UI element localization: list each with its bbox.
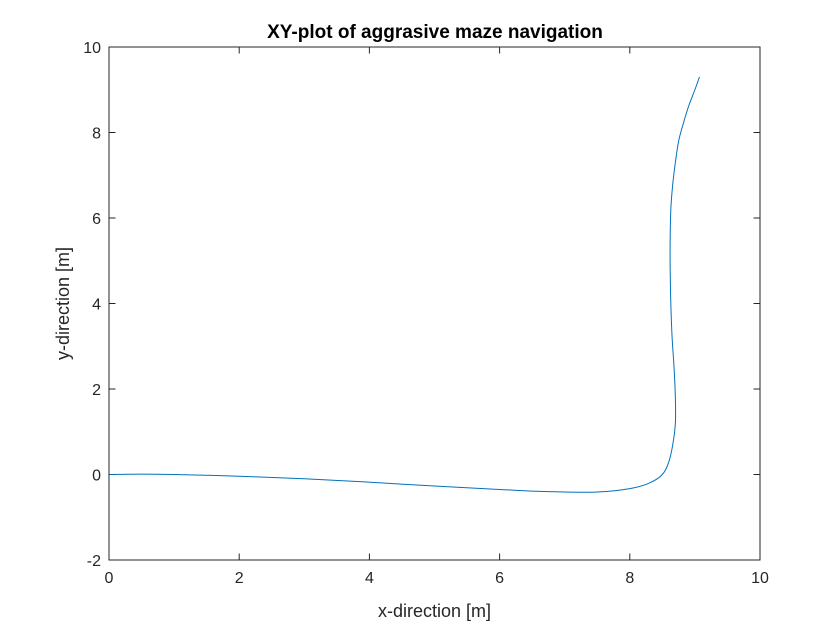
y-tick-label: 6	[92, 211, 101, 228]
x-tick-label: 8	[625, 570, 634, 587]
x-axis-label: x-direction [m]	[378, 601, 491, 621]
y-tick-label: -2	[87, 553, 101, 570]
chart-title: XY-plot of aggrasive maze navigation	[267, 22, 603, 43]
x-tick-label: 2	[235, 570, 244, 587]
x-tick-label: 10	[751, 570, 769, 587]
y-tick-label: 2	[92, 382, 101, 399]
y-axis-label: y-direction [m]	[53, 247, 73, 360]
series-group	[108, 76, 700, 493]
plot-area	[109, 47, 760, 560]
y-tick-label: 4	[92, 297, 101, 314]
x-tick-label: 0	[105, 570, 114, 587]
y-tick-label: 10	[83, 40, 101, 57]
y-tick-label: 0	[92, 468, 101, 485]
plot-frame	[108, 46, 761, 561]
x-tick-label: 6	[495, 570, 504, 587]
x-tick-label: 4	[365, 570, 374, 587]
series-line-0	[108, 76, 700, 493]
y-tick-label: 8	[92, 126, 101, 143]
